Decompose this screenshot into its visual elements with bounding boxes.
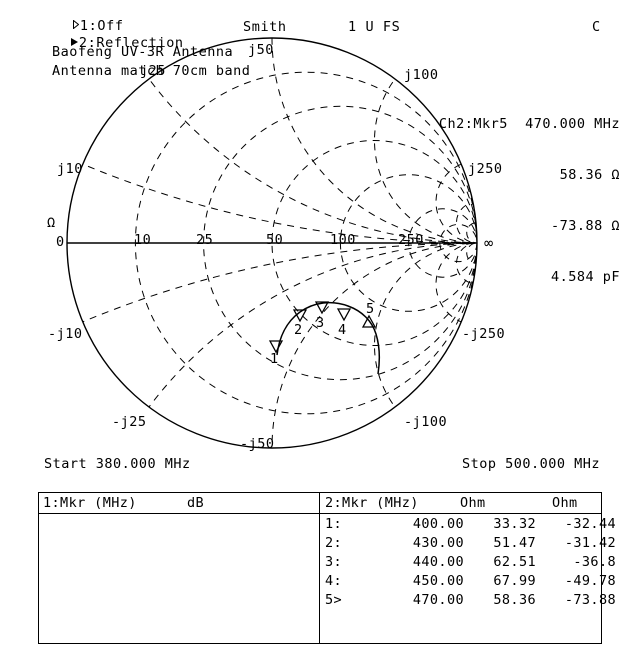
smith-chart-plot[interactable]: 1 2 3 4 5 [0, 0, 640, 470]
marker-table-2-header: 2:Mkr (MHz) Ohm Ohm [320, 493, 601, 514]
smith-reactance-neg-j50: -j50 [240, 436, 275, 452]
marker-row-reactance: -49.78 [564, 573, 616, 589]
marker-row-index: 5> [325, 592, 343, 608]
marker-table-row[interactable]: 1: 400.00 33.32 -32.44 [320, 516, 616, 535]
marker-table-2-body: 1: 400.00 33.32 -32.44 2: 430.00 51.47 -31.42 3:… [320, 514, 616, 611]
marker-row-resistance: 58.36 [493, 592, 536, 608]
marker-row-resistance: 51.47 [493, 535, 536, 551]
marker-tables: 1:Mkr (MHz) dB 2:Mkr (MHz) Ohm Ohm 1: 400… [38, 492, 616, 644]
smith-real-50: 50 [266, 232, 284, 248]
marker-table-1-col-freq: 1:Mkr (MHz) [43, 495, 137, 511]
marker-row-frequency: 470.00 [412, 592, 464, 608]
marker-readout: Ch2:Mkr5 470.000 MHz 58.36 Ω -73.88 Ω 4.… [439, 82, 620, 320]
smith-infinity-label: ∞ [484, 234, 494, 252]
channel-2-status[interactable]: 2:Reflection [36, 19, 184, 67]
marker-table-2-col-re: Ohm [460, 495, 486, 511]
svg-text:3: 3 [316, 315, 324, 331]
annotation-line-2: Antenna match 70cm band [52, 63, 251, 79]
channel-2-label: 2:Reflection [78, 35, 184, 51]
marker-row-index: 4: [325, 573, 343, 589]
marker-readout-capacitance: 4.584 pF [550, 269, 620, 285]
smith-reactance-j100: j100 [404, 67, 439, 83]
channel-1-inactive-icon [72, 20, 79, 29]
smith-reactance-j250: j250 [468, 161, 503, 177]
marker-readout-frequency: Ch2:Mkr5 470.000 MHz [438, 116, 620, 132]
channel-1-status[interactable]: 1:Off [38, 2, 124, 50]
channel-2-active-icon [70, 38, 78, 46]
svg-text:2: 2 [294, 322, 302, 338]
marker-table-1-body [39, 514, 319, 516]
smith-reactance-neg-j25: -j25 [112, 414, 147, 430]
marker-row-frequency: 440.00 [412, 554, 464, 570]
marker-row-reactance: -73.88 [564, 592, 616, 608]
smith-real-100: 100 [330, 232, 356, 248]
svg-text:4: 4 [338, 322, 346, 338]
marker-table-channel-2: 2:Mkr (MHz) Ohm Ohm 1: 400.00 33.32 -32.44 2… [320, 493, 616, 643]
svg-text:1: 1 [270, 351, 278, 367]
marker-row-index: 2: [325, 535, 343, 551]
marker-table-channel-1: 1:Mkr (MHz) dB [39, 493, 320, 643]
smith-reactance-j10: j10 [57, 161, 83, 177]
marker-row-resistance: 33.32 [493, 516, 536, 532]
reflection-trace [276, 301, 381, 375]
smith-reactance-neg-j10: -j10 [48, 326, 83, 342]
svg-text:5: 5 [366, 301, 374, 317]
smith-real-10: 10 [134, 232, 152, 248]
trace-marker-4[interactable]: 4 [336, 308, 352, 338]
trace-marker-1[interactable]: 1 [268, 340, 284, 367]
trace-marker-3[interactable]: 3 [314, 301, 330, 331]
smith-zero-label: 0 [56, 234, 65, 250]
marker-row-index: 1: [325, 516, 343, 532]
marker-row-frequency: 400.00 [412, 516, 464, 532]
trace-marker-5-active[interactable]: 5 [361, 301, 377, 328]
smith-real-250: 250 [398, 232, 424, 248]
marker-table-2-col-freq: 2:Mkr (MHz) [325, 495, 419, 511]
marker-row-index: 3: [325, 554, 343, 570]
marker-table-2-col-im: Ohm [552, 495, 578, 511]
marker-table-1-col-db: dB [187, 495, 205, 511]
marker-readout-resistance: 58.36 Ω [559, 167, 620, 183]
marker-row-frequency: 450.00 [412, 573, 464, 589]
marker-row-reactance: -36.8 [573, 554, 616, 570]
sweep-start-label[interactable]: Start 380.000 MHz [44, 456, 191, 472]
sweep-stop-label[interactable]: Stop 500.000 MHz [462, 456, 601, 472]
smith-reactance-neg-j250: -j250 [462, 326, 506, 342]
smith-grid [67, 38, 477, 448]
smith-real-25: 25 [196, 232, 214, 248]
marker-table-row[interactable]: 3: 440.00 62.51 -36.8 [320, 554, 616, 573]
scale-label[interactable]: 1 U FS [348, 19, 401, 35]
marker-table-row[interactable]: 5> 470.00 58.36 -73.88 [320, 592, 616, 611]
marker-row-reactance: -32.44 [564, 516, 616, 532]
marker-row-resistance: 67.99 [493, 573, 536, 589]
trace-marker-2[interactable]: 2 [292, 309, 308, 338]
correction-status-label: C [592, 19, 601, 35]
trace-markers: 1 2 3 4 5 [268, 301, 377, 367]
channel-1-label: 1:Off [79, 18, 124, 34]
marker-table-row[interactable]: 4: 450.00 67.99 -49.78 [320, 573, 616, 592]
smith-unit-label: Ω [47, 215, 56, 231]
marker-table-1-header: 1:Mkr (MHz) dB [39, 493, 319, 514]
smith-reactance-neg-j100: -j100 [404, 414, 448, 430]
marker-row-frequency: 430.00 [412, 535, 464, 551]
smith-reactance-j25: j25 [140, 63, 166, 79]
marker-readout-reactance: -73.88 Ω [550, 218, 620, 234]
marker-row-resistance: 62.51 [493, 554, 536, 570]
smith-reactance-j50: j50 [248, 42, 274, 58]
marker-table-row[interactable]: 2: 430.00 51.47 -31.42 [320, 535, 616, 554]
format-label[interactable]: Smith [243, 19, 287, 35]
marker-row-reactance: -31.42 [564, 535, 616, 551]
